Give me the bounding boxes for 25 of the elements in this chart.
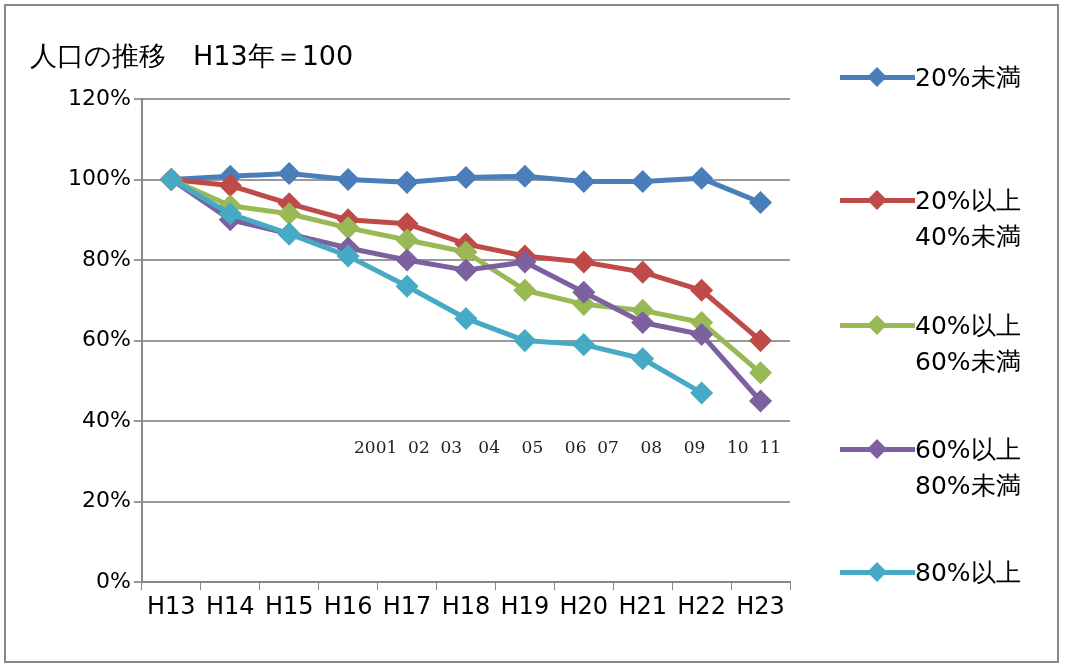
y-tick-label: 80% — [81, 245, 131, 271]
x-tick-label: H23 — [736, 591, 785, 620]
x-tick-label: H15 — [264, 591, 314, 620]
y-tick-label: 100% — [67, 165, 131, 191]
x-tick-label: H13 — [147, 591, 196, 620]
legend-label: 80%以上 — [915, 557, 1021, 589]
x-tick-label: H19 — [500, 591, 550, 620]
legend-label: 20%以上 40%未満 — [915, 185, 1021, 253]
y-tick-label: 40% — [81, 406, 131, 432]
y-tick-label: 0% — [95, 567, 131, 593]
legend-label: 60%以上 80%未満 — [915, 434, 1021, 502]
y-tick-label: 20% — [81, 487, 131, 513]
chart-title: 人口の推移 H13年＝100 — [30, 39, 354, 73]
x-tick-label: H16 — [323, 591, 373, 620]
y-tick-label: 60% — [81, 326, 131, 352]
x-tick-label: H20 — [559, 591, 609, 620]
x-tick-label: H18 — [441, 591, 491, 620]
x-tick-label: H21 — [618, 591, 667, 620]
x-tick-label: H22 — [677, 591, 726, 620]
y-tick-label: 120% — [67, 84, 131, 110]
legend-label: 20%未満 — [915, 62, 1021, 94]
x-tick-label: H14 — [205, 591, 255, 620]
annotation: 2001 02 03 04 05 06 07 08 09 10 11 — [354, 437, 782, 457]
x-tick-label: H17 — [382, 591, 432, 620]
legend-label: 40%以上 60%未満 — [915, 310, 1021, 378]
